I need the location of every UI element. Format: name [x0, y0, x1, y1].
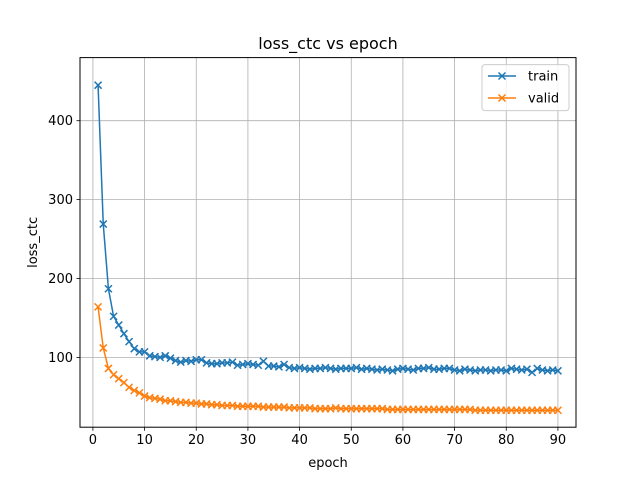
data-point-valid	[130, 386, 139, 395]
data-point-valid	[109, 370, 118, 379]
series-layer	[94, 81, 562, 415]
data-point-train	[197, 355, 206, 364]
data-point-train	[274, 362, 283, 371]
data-point-train	[533, 364, 542, 373]
x-tick-label: 70	[446, 433, 463, 448]
data-point-train	[352, 363, 361, 372]
x-tick-label: 10	[136, 433, 153, 448]
x-tick-label: 60	[395, 433, 412, 448]
data-point-train	[424, 363, 433, 372]
x-tick-label: 80	[498, 433, 515, 448]
x-tick-label: 40	[291, 433, 308, 448]
tick-layer: 0 10 20 30 40 50 60 70 80 90 100 200 300 400	[48, 114, 566, 448]
data-point-train	[254, 361, 263, 370]
data-point-train	[228, 358, 237, 367]
data-point-train	[445, 364, 454, 373]
chart-title: loss_ctc vs epoch	[258, 34, 397, 54]
data-point-train	[522, 365, 531, 374]
data-point-valid	[114, 374, 123, 383]
legend-marker-train	[497, 71, 507, 81]
data-point-train	[125, 337, 134, 346]
data-point-train	[502, 366, 511, 375]
data-point-train	[280, 360, 289, 369]
data-point-train	[166, 354, 175, 363]
x-axis-title: epoch	[308, 456, 348, 471]
x-tick-label: 20	[188, 433, 205, 448]
data-point-train	[455, 366, 464, 375]
data-point-valid	[94, 302, 103, 311]
legend-entry-train: train	[488, 70, 558, 85]
data-point-train	[553, 366, 562, 375]
legend: train valid	[481, 64, 570, 112]
data-point-valid	[553, 406, 562, 415]
data-point-valid	[104, 364, 113, 373]
data-point-valid	[99, 343, 108, 352]
data-point-train	[171, 356, 180, 365]
x-tick-label: 90	[550, 433, 567, 448]
data-point-train	[104, 284, 113, 293]
data-point-valid	[135, 388, 144, 397]
data-point-train	[187, 357, 196, 366]
data-point-train	[388, 366, 397, 375]
data-point-train	[156, 353, 165, 362]
data-point-valid	[156, 395, 165, 404]
data-point-train	[409, 365, 418, 375]
legend-label-train: train	[528, 70, 558, 85]
data-point-train	[176, 358, 185, 367]
data-point-train	[161, 351, 170, 360]
series-valid	[94, 302, 562, 415]
legend-entry-valid: valid	[488, 92, 559, 107]
y-tick-label: 100	[48, 351, 73, 366]
legend-label-valid: valid	[528, 92, 559, 107]
y-tick-label: 400	[48, 114, 73, 129]
x-tick-label: 30	[240, 433, 257, 448]
data-point-valid	[125, 383, 134, 392]
data-point-train	[140, 347, 149, 356]
legend-marker-valid	[497, 93, 507, 103]
y-tick-label: 300	[48, 193, 73, 208]
data-point-train	[528, 368, 537, 377]
y-axis-title: loss_ctc	[26, 217, 41, 268]
y-tick-label: 200	[48, 272, 73, 287]
data-point-train	[109, 312, 118, 321]
data-point-valid	[140, 392, 149, 401]
plot-frame	[79, 57, 577, 428]
data-point-train	[94, 81, 103, 90]
data-point-train	[99, 220, 108, 229]
data-point-train	[119, 329, 128, 338]
data-point-train	[114, 321, 123, 330]
x-tick-label: 0	[89, 433, 97, 448]
x-tick-label: 50	[343, 433, 360, 448]
grid-layer	[80, 57, 576, 428]
data-point-train	[130, 344, 139, 353]
series-train	[94, 81, 562, 377]
